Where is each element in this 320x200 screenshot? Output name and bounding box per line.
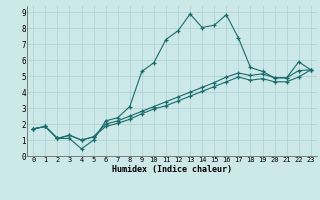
X-axis label: Humidex (Indice chaleur): Humidex (Indice chaleur) xyxy=(112,165,232,174)
